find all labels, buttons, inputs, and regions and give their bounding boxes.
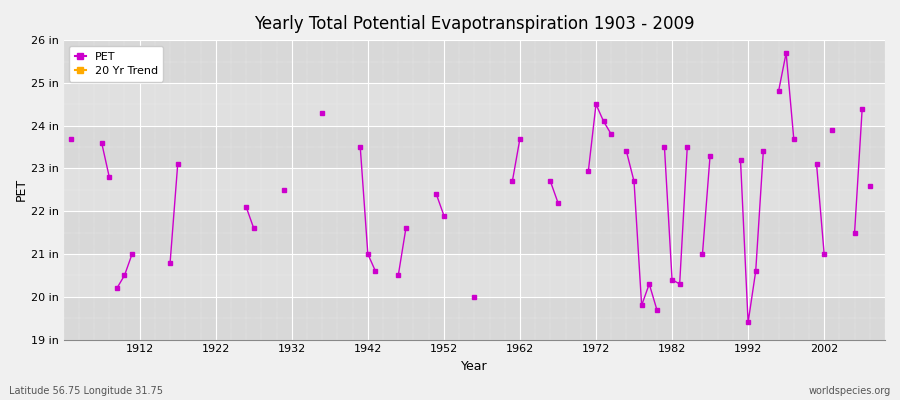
Bar	[64, 40, 885, 83]
Bar	[64, 83, 885, 126]
Text: worldspecies.org: worldspecies.org	[809, 386, 891, 396]
Legend: PET, 20 Yr Trend: PET, 20 Yr Trend	[69, 46, 164, 82]
Title: Yearly Total Potential Evapotranspiration 1903 - 2009: Yearly Total Potential Evapotranspiratio…	[254, 15, 695, 33]
Bar	[64, 297, 885, 340]
Bar	[64, 126, 885, 168]
Bar	[64, 168, 885, 211]
Bar	[64, 254, 885, 297]
Text: Latitude 56.75 Longitude 31.75: Latitude 56.75 Longitude 31.75	[9, 386, 163, 396]
Bar	[64, 211, 885, 254]
Y-axis label: PET: PET	[15, 178, 28, 202]
X-axis label: Year: Year	[461, 360, 488, 373]
